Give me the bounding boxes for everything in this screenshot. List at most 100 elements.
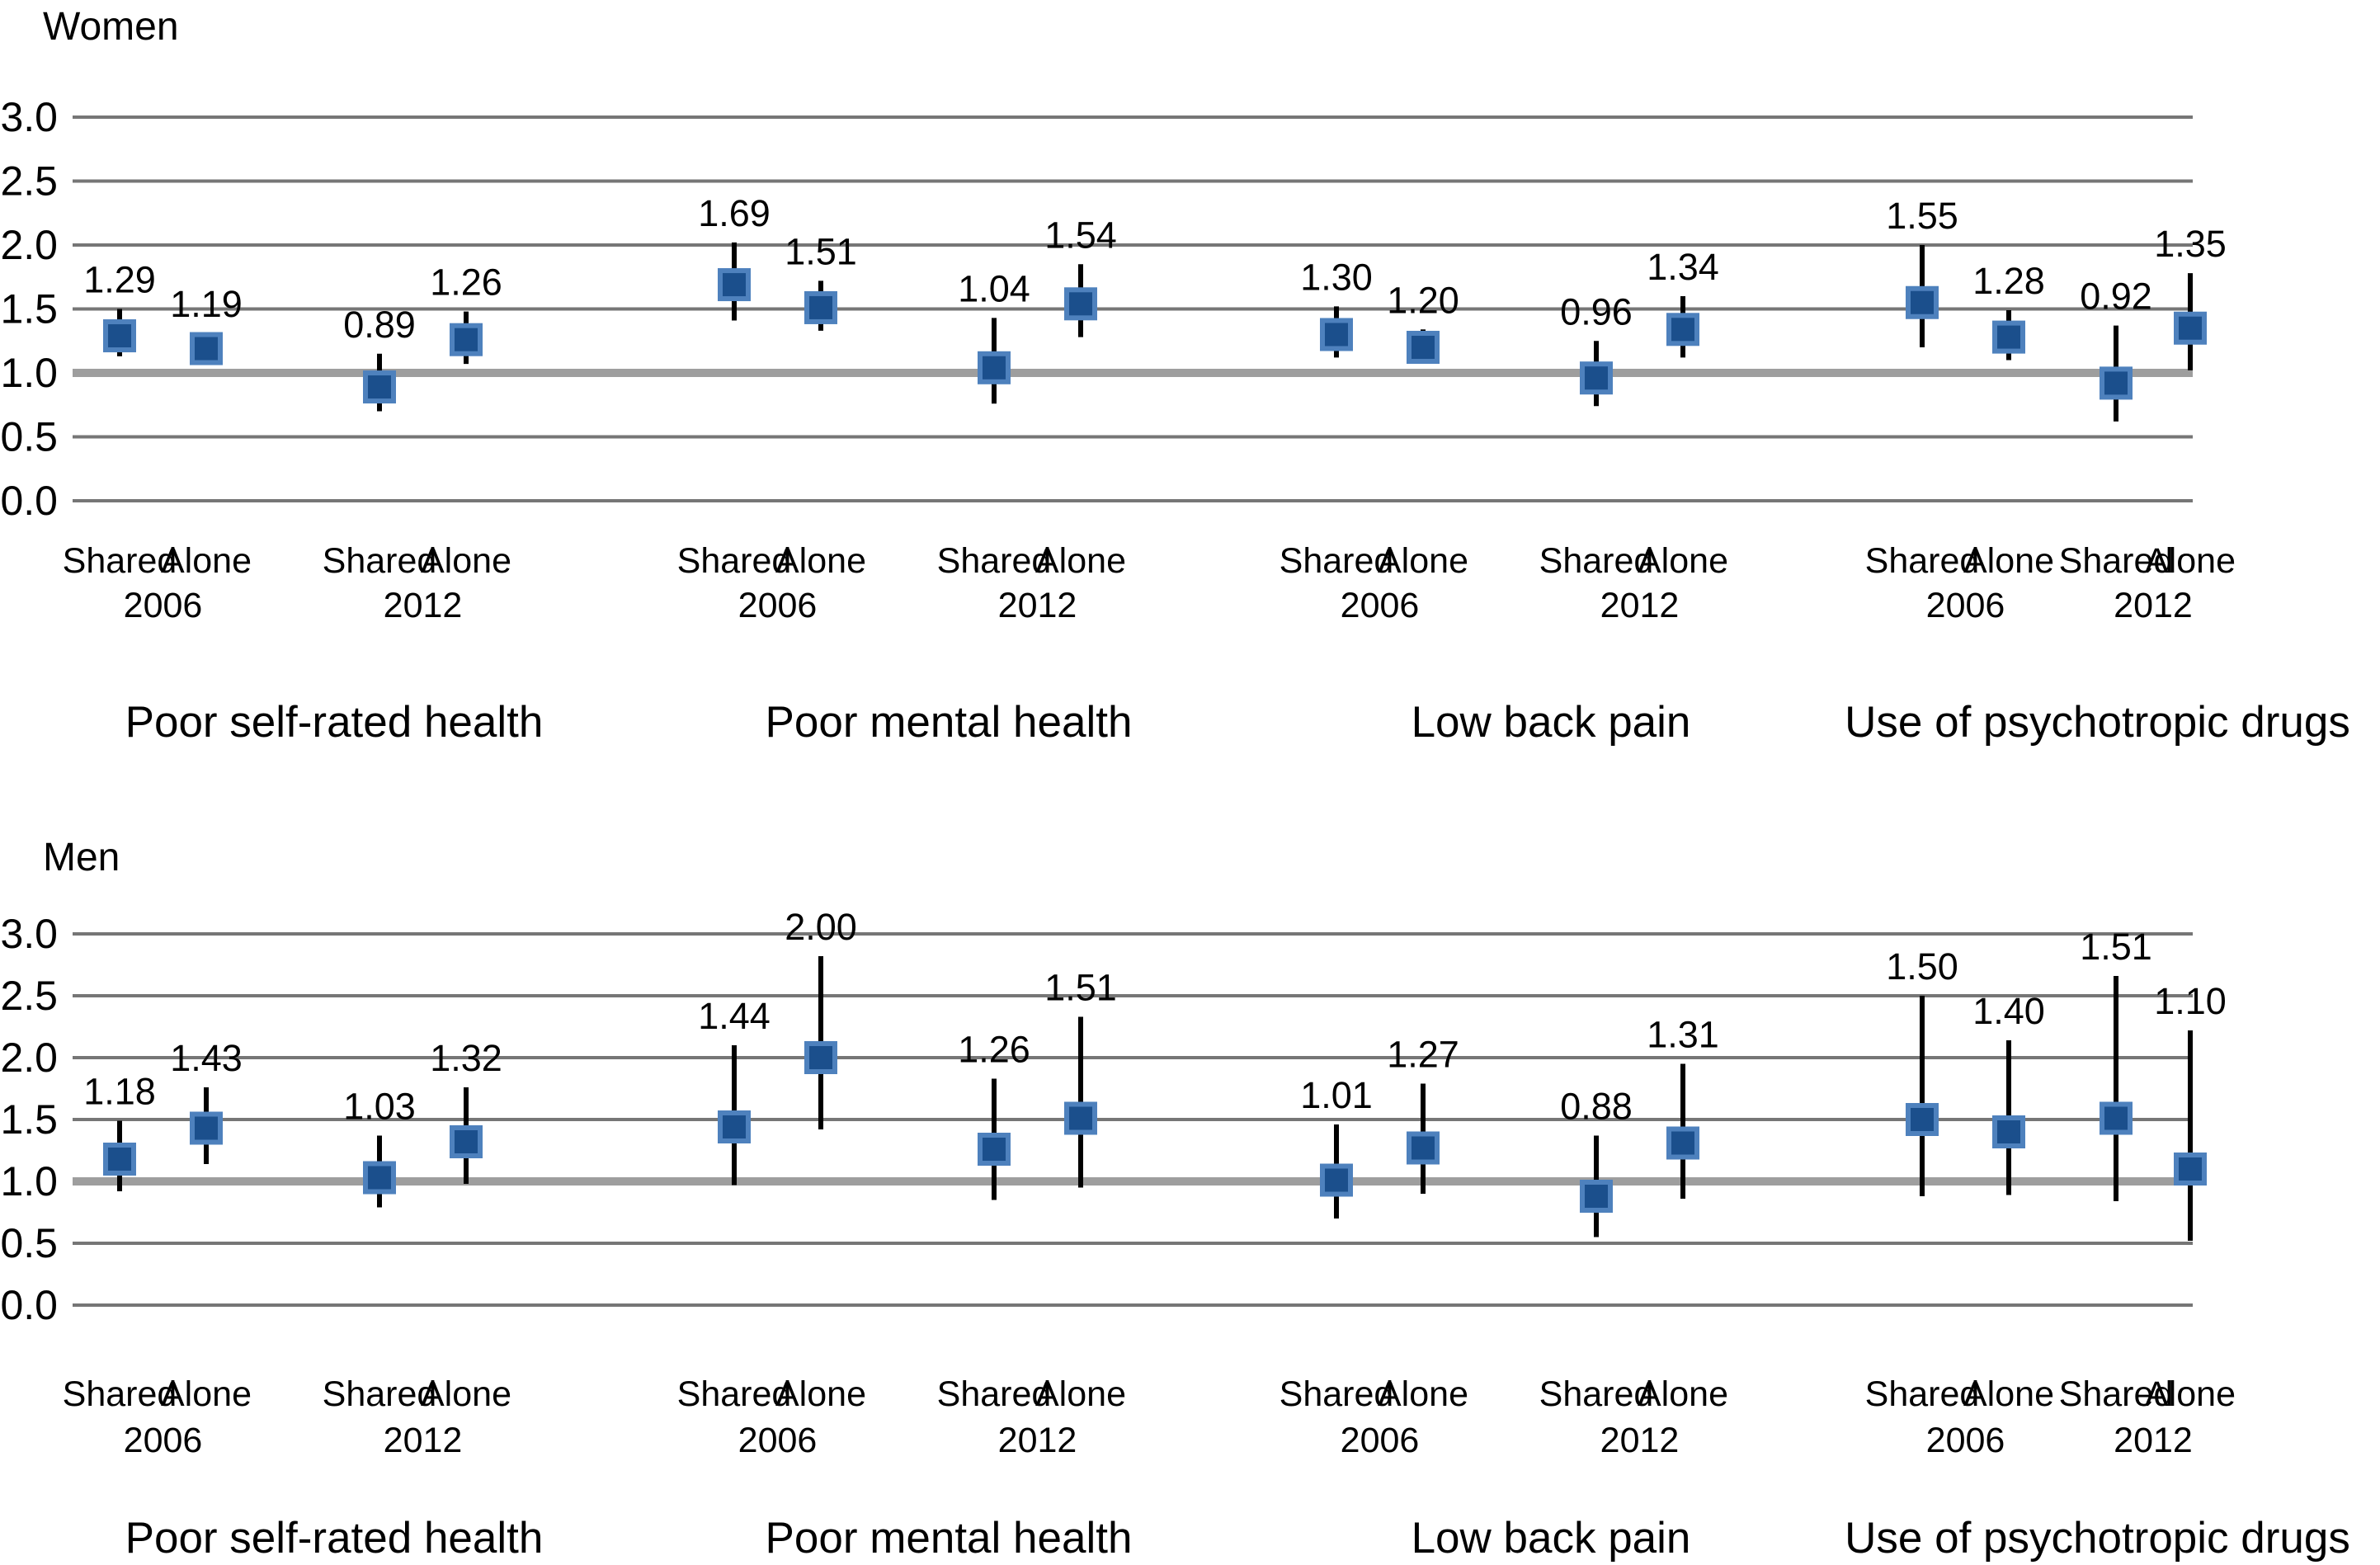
data-point-label: 0.89 [343, 304, 416, 346]
year-label: 2006 [1926, 586, 2005, 625]
year-label: 2012 [1600, 1421, 1680, 1460]
category-label: Alone [421, 541, 511, 581]
data-point-marker [1992, 1115, 2025, 1148]
data-point-marker [2100, 1101, 2133, 1135]
category-label: Shared [323, 541, 437, 581]
data-point-marker [1580, 361, 1613, 395]
category-label: Alone [161, 1374, 252, 1414]
data-point-marker [1064, 287, 1097, 321]
data-point-label: 1.51 [785, 230, 857, 272]
data-point-label: 0.92 [2080, 276, 2152, 318]
category-label: Alone [1035, 541, 1126, 581]
data-point-marker [1320, 1163, 1353, 1197]
y-tick-label: 1.0 [0, 350, 58, 396]
data-point-marker [1906, 285, 1939, 319]
group-label: Use of psychotropic drugs [1845, 698, 2350, 747]
panel-title: Men [43, 836, 120, 879]
data-point-marker [363, 370, 396, 404]
year-label: 2006 [1926, 1421, 2005, 1460]
data-point-label: 1.44 [698, 995, 771, 1037]
category-label: Shared [63, 1374, 177, 1414]
data-point-label: 1.69 [698, 192, 771, 234]
y-tick-label: 0.0 [0, 478, 58, 524]
year-label: 2012 [998, 586, 1077, 625]
data-point-marker [2100, 366, 2133, 400]
y-tick-label: 0.5 [0, 414, 58, 460]
data-point-label: 1.51 [2080, 926, 2152, 968]
group-label: Poor mental health [766, 1514, 1133, 1563]
y-tick-label: 3.0 [0, 94, 58, 140]
category-label: Shared [63, 541, 177, 581]
data-point-marker [363, 1161, 396, 1195]
category-label: Shared [2059, 1374, 2174, 1414]
y-tick-label: 2.0 [0, 1035, 58, 1081]
data-point-label: 1.54 [1044, 214, 1117, 256]
category-label: Alone [421, 1374, 511, 1414]
y-tick-label: 0.5 [0, 1220, 58, 1266]
data-point-marker [1666, 1126, 1699, 1160]
category-label: Shared [1280, 1374, 1394, 1414]
year-label: 2006 [124, 586, 203, 625]
category-label: Alone [1378, 541, 1468, 581]
data-point-label: 1.28 [1972, 260, 2045, 302]
data-point-marker [1906, 1103, 1939, 1136]
group-label: Low back pain [1412, 698, 1691, 747]
group-label: Use of psychotropic drugs [1845, 1514, 2350, 1563]
category-label: Alone [1638, 1374, 1728, 1414]
data-point-marker [978, 351, 1011, 384]
category-label: Alone [2145, 541, 2236, 581]
data-point-label: 1.50 [1886, 945, 1958, 988]
data-point-marker [804, 1041, 837, 1074]
data-point-marker [1666, 313, 1699, 346]
data-point-marker [190, 332, 223, 365]
y-tick-label: 2.0 [0, 222, 58, 268]
category-label: Alone [1963, 541, 2054, 581]
category-label: Alone [1035, 1374, 1126, 1414]
year-label: 2006 [1341, 586, 1420, 625]
year-label: 2006 [738, 1421, 818, 1460]
data-point-marker [190, 1111, 223, 1145]
data-point-marker [450, 1125, 483, 1158]
data-point-label: 0.96 [1560, 290, 1633, 332]
data-point-label: 1.51 [1044, 967, 1117, 1009]
data-point-marker [1407, 1131, 1440, 1165]
category-label: Shared [1539, 541, 1654, 581]
y-tick-label: 0.0 [0, 1282, 58, 1328]
data-point-label: 1.19 [170, 283, 243, 325]
year-label: 2012 [384, 1421, 463, 1460]
men-panel-chart: Men 3.0 2.5 2.0 1.5 1.0 0.5 0.0 1.18 Shared 1.43 A… [0, 836, 2350, 1563]
category-label: Shared [1865, 1374, 1980, 1414]
year-label: 2006 [738, 586, 818, 625]
data-point-label: 1.03 [343, 1086, 416, 1128]
data-point-label: 1.31 [1647, 1014, 1719, 1056]
category-label: Shared [323, 1374, 437, 1414]
category-label: Alone [1638, 541, 1728, 581]
group-label: Poor self-rated health [125, 698, 544, 747]
data-point-marker [103, 319, 136, 353]
data-point-marker [1064, 1101, 1097, 1135]
data-point-label: 1.43 [170, 1037, 243, 1079]
data-point-marker [1320, 318, 1353, 351]
category-label: Alone [2145, 1374, 2236, 1414]
data-point-marker [2174, 311, 2207, 345]
data-point-label: 1.32 [430, 1037, 502, 1079]
y-tick-label: 2.5 [0, 158, 58, 205]
year-label: 2012 [2114, 1421, 2193, 1460]
data-point-label: 1.29 [83, 259, 156, 301]
category-label: Shared [1865, 541, 1980, 581]
data-point-label: 1.35 [2154, 223, 2227, 265]
year-label: 2012 [998, 1421, 1077, 1460]
data-point-label: 1.01 [1300, 1074, 1373, 1116]
year-label: 2012 [1600, 586, 1680, 625]
year-label: 2006 [124, 1421, 203, 1460]
data-point-label: 1.10 [2154, 980, 2227, 1022]
data-point-label: 1.40 [1972, 990, 2045, 1032]
data-point-label: 1.55 [1886, 195, 1958, 237]
y-tick-label: 2.5 [0, 973, 58, 1019]
data-point-marker [450, 323, 483, 356]
group-label: Low back pain [1412, 1514, 1691, 1563]
year-label: 2012 [2114, 586, 2193, 625]
data-point-marker [2174, 1153, 2207, 1186]
category-label: Alone [1963, 1374, 2054, 1414]
